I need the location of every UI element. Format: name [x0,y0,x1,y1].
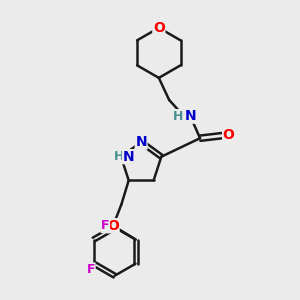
Text: H: H [173,110,184,123]
Text: O: O [153,21,165,35]
Text: N: N [135,135,147,149]
Text: F: F [101,220,110,232]
Text: O: O [223,128,235,142]
Text: O: O [107,219,119,233]
Text: N: N [123,150,134,164]
Text: N: N [184,109,196,123]
Text: F: F [87,263,95,276]
Text: H: H [114,150,125,163]
